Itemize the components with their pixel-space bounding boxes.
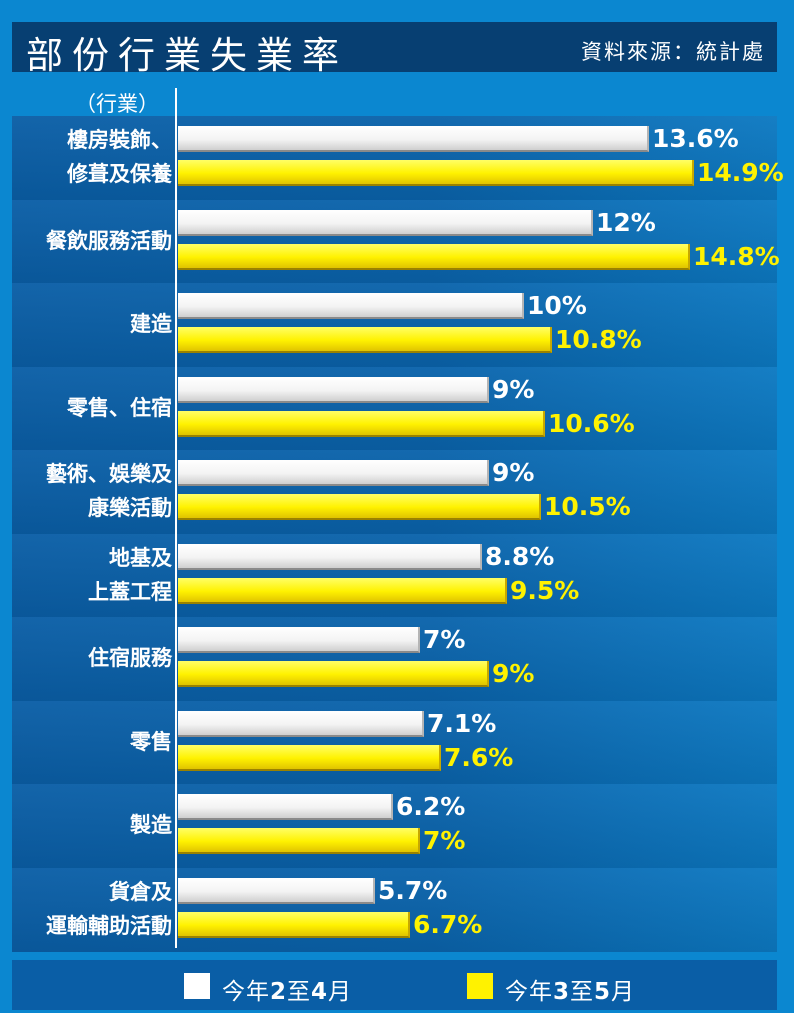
axis-caption: （行業） bbox=[75, 92, 159, 116]
category-label-line: 樓房裝飾、 bbox=[67, 128, 172, 152]
legend-text-part: 2 bbox=[270, 979, 288, 1005]
bar-yellow bbox=[178, 244, 690, 270]
data-label-yellow: 10.8% bbox=[555, 325, 642, 354]
bar-white bbox=[178, 794, 393, 820]
category-label-line: 地基及 bbox=[109, 546, 172, 570]
data-label-yellow: 6.7% bbox=[413, 910, 483, 939]
category-label: 地基及上蓋工程 bbox=[88, 541, 172, 609]
category-label-line: 修葺及保養 bbox=[67, 162, 172, 186]
bar-yellow bbox=[178, 411, 545, 437]
data-label-white: 9% bbox=[492, 458, 535, 487]
source-note: 資料來源：統計處 bbox=[581, 40, 765, 64]
category-label-line: 零售 bbox=[130, 730, 172, 754]
bar-yellow bbox=[178, 160, 694, 186]
chart-title: 部份行業失業率 bbox=[26, 34, 348, 77]
data-label-white: 9% bbox=[492, 375, 535, 404]
bar-white bbox=[178, 878, 375, 904]
bar-white bbox=[178, 210, 593, 236]
data-label-white: 5.7% bbox=[378, 876, 448, 905]
category-band bbox=[12, 534, 777, 618]
legend-text-part: 3 bbox=[553, 979, 571, 1005]
data-label-white: 10% bbox=[527, 291, 587, 320]
bar-white bbox=[178, 627, 420, 653]
data-label-yellow: 14.8% bbox=[693, 242, 780, 271]
category-band-shade bbox=[12, 784, 777, 868]
category-label-line: 零售、住宿 bbox=[67, 396, 172, 420]
category-label: 建造 bbox=[130, 307, 172, 341]
legend-swatch-yellow bbox=[467, 973, 493, 999]
legend-text-part: 月 bbox=[328, 979, 353, 1005]
category-label: 藝術、娛樂及康樂活動 bbox=[46, 457, 172, 525]
legend-text-part: 5 bbox=[594, 979, 612, 1005]
legend-text-part: 至 bbox=[287, 979, 312, 1005]
category-label-line: 貨倉及 bbox=[109, 880, 172, 904]
category-label: 零售 bbox=[130, 725, 172, 759]
category-band bbox=[12, 701, 777, 785]
title-bar: 部份行業失業率 資料來源：統計處 bbox=[12, 22, 777, 77]
category-label: 餐飲服務活動 bbox=[46, 224, 172, 258]
bar-yellow bbox=[178, 745, 441, 771]
bar-white bbox=[178, 544, 482, 570]
data-label-white: 6.2% bbox=[396, 792, 466, 821]
data-label-yellow: 9% bbox=[492, 659, 535, 688]
category-band bbox=[12, 784, 777, 868]
category-label-line: 製造 bbox=[130, 813, 172, 837]
category-label: 樓房裝飾、修葺及保養 bbox=[67, 123, 172, 191]
legend-swatch-white bbox=[184, 973, 210, 999]
category-label-line: 餐飲服務活動 bbox=[46, 229, 172, 253]
category-band bbox=[12, 868, 777, 952]
bar-yellow bbox=[178, 661, 489, 687]
bar-yellow bbox=[178, 912, 410, 938]
data-label-white: 13.6% bbox=[652, 124, 739, 153]
legend-label-series-a: 今年2至4月 bbox=[222, 972, 352, 1006]
bar-white bbox=[178, 126, 649, 152]
legend: 今年2至4月 今年3至5月 bbox=[12, 960, 777, 1010]
category-label-line: 上蓋工程 bbox=[88, 580, 172, 604]
category-label: 零售、住宿 bbox=[67, 391, 172, 425]
category-axis-line bbox=[175, 88, 177, 948]
data-label-white: 8.8% bbox=[485, 542, 555, 571]
legend-text-part: 至 bbox=[570, 979, 595, 1005]
bar-white bbox=[178, 293, 524, 319]
bar-white bbox=[178, 711, 424, 737]
legend-label-series-b: 今年3至5月 bbox=[505, 972, 635, 1006]
bar-yellow bbox=[178, 578, 507, 604]
category-band bbox=[12, 367, 777, 451]
legend-text-part: 月 bbox=[611, 979, 636, 1005]
category-label: 貨倉及運輸輔助活動 bbox=[46, 875, 172, 943]
legend-text-part: 今年 bbox=[505, 979, 553, 1005]
bar-yellow bbox=[178, 828, 420, 854]
data-label-yellow: 14.9% bbox=[697, 158, 784, 187]
data-label-white: 7.1% bbox=[427, 709, 497, 738]
category-label: 住宿服務 bbox=[88, 641, 172, 675]
category-label-line: 康樂活動 bbox=[88, 496, 172, 520]
category-band-shade bbox=[12, 868, 777, 952]
data-label-yellow: 10.5% bbox=[544, 492, 631, 521]
category-label: 製造 bbox=[130, 808, 172, 842]
category-band bbox=[12, 450, 777, 534]
legend-text-part: 今年 bbox=[222, 979, 270, 1005]
category-label-line: 建造 bbox=[130, 312, 172, 336]
data-label-yellow: 10.6% bbox=[548, 409, 635, 438]
bar-yellow bbox=[178, 494, 541, 520]
data-label-white: 7% bbox=[423, 625, 466, 654]
data-label-yellow: 7% bbox=[423, 826, 466, 855]
bar-white bbox=[178, 460, 489, 486]
data-label-white: 12% bbox=[596, 208, 656, 237]
data-label-yellow: 9.5% bbox=[510, 576, 580, 605]
legend-text-part: 4 bbox=[311, 979, 329, 1005]
category-label-line: 運輸輔助活動 bbox=[46, 914, 172, 938]
bar-yellow bbox=[178, 327, 552, 353]
category-label-line: 住宿服務 bbox=[88, 646, 172, 670]
data-label-yellow: 7.6% bbox=[444, 743, 514, 772]
bar-white bbox=[178, 377, 489, 403]
category-label-line: 藝術、娛樂及 bbox=[46, 462, 172, 486]
